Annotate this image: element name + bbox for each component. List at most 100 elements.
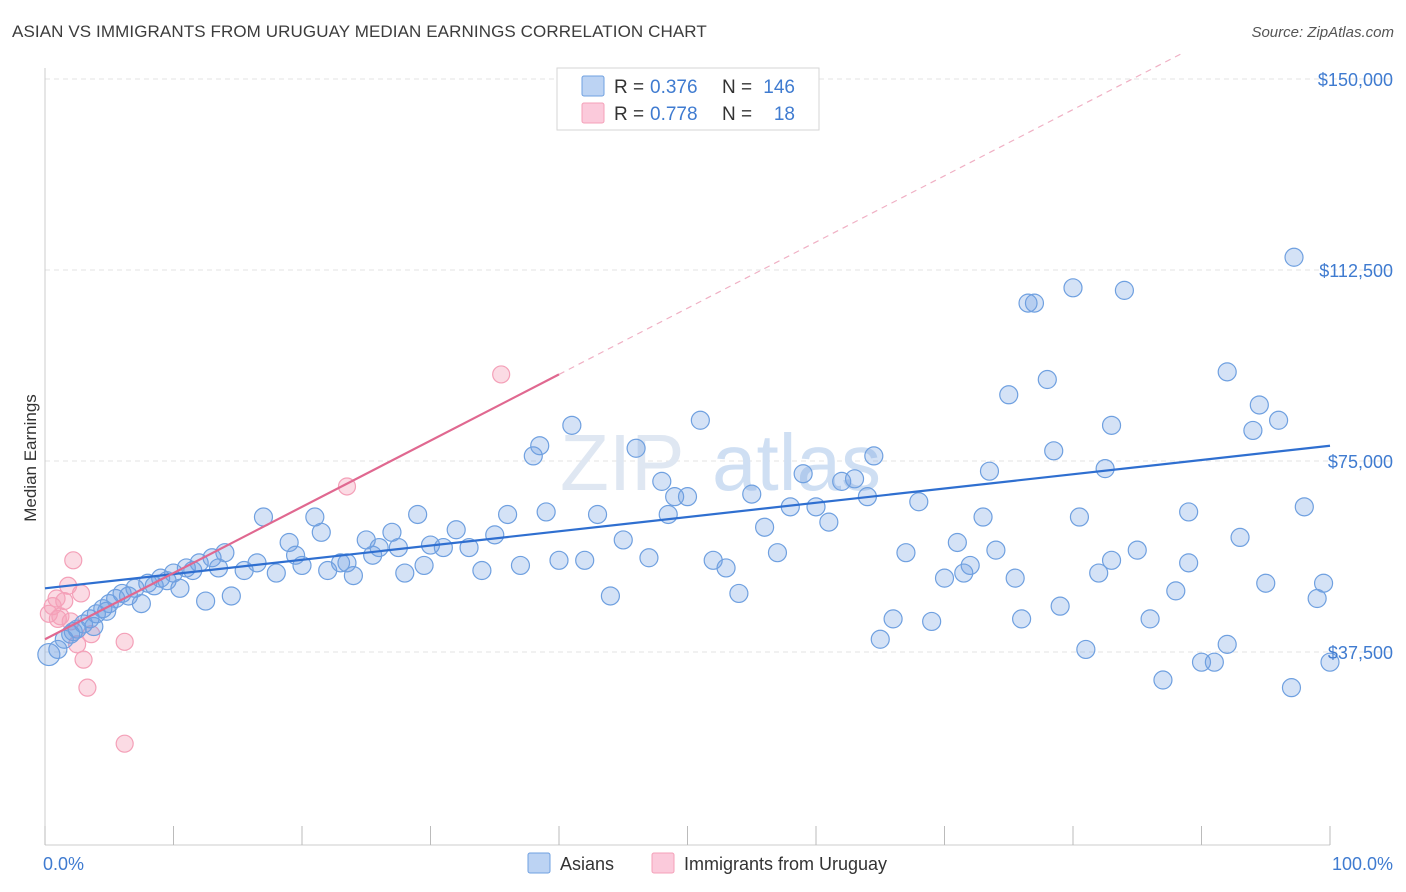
asian-point-103: [1037, 369, 1057, 390]
asian-point-78: [716, 558, 736, 578]
asian-point-57: [472, 560, 492, 581]
legend-uruguay-n-label: N =: [722, 104, 752, 125]
y-tick-label-1: $75,000: [1328, 452, 1393, 472]
uruguay-point-9: [71, 584, 91, 603]
bottom-legend-uruguay-swatch: [651, 852, 675, 874]
asian-point-62: [530, 436, 550, 456]
legend-asian-swatch: [581, 75, 605, 97]
asian-point-61: [523, 446, 543, 466]
asian-point-65: [562, 415, 582, 435]
series-legend: Asians Immigrants from Uruguay: [527, 852, 887, 874]
asian-point-88: [844, 469, 865, 489]
asian-point-42: [330, 553, 351, 573]
watermark: ZIP atlas: [560, 418, 881, 507]
asian-point-100: [999, 385, 1019, 405]
asian-point-109: [1114, 280, 1135, 300]
uruguay-point-7: [64, 551, 83, 570]
uruguay-point-12: [82, 625, 101, 644]
asian-point-91: [883, 609, 903, 629]
asian-point-110: [1127, 540, 1147, 560]
asian-point-131: [1069, 507, 1090, 527]
asian-point-116: [1204, 652, 1224, 672]
asian-point-118: [1230, 527, 1250, 548]
series-uruguay: [39, 365, 511, 753]
asian-point-128: [954, 563, 974, 583]
asian-point-40: [311, 522, 331, 542]
asian-point-71: [639, 548, 659, 568]
asian-point-72: [652, 471, 672, 491]
asian-point-105: [1063, 278, 1083, 298]
asian-point-132: [864, 446, 884, 466]
asian-point-90: [870, 629, 890, 649]
asian-point-98: [973, 507, 993, 527]
asian-point-136: [1313, 573, 1334, 593]
chart-title: ASIAN VS IMMIGRANTS FROM URUGUAY MEDIAN …: [12, 22, 707, 41]
asian-point-101: [1011, 609, 1032, 629]
asian-point-133: [1101, 415, 1122, 435]
asian-point-122: [1281, 678, 1302, 698]
asian-trend-line: [44, 444, 1331, 590]
gridlines: [45, 78, 1395, 653]
uruguay-point-11: [78, 678, 97, 697]
asian-point-102: [1024, 293, 1045, 313]
asian-point-60: [510, 555, 531, 576]
asian-point-106: [1076, 639, 1096, 660]
uruguay-point-4: [55, 591, 74, 611]
asian-point-63: [536, 502, 556, 522]
asian-point-70: [626, 438, 646, 458]
legend-uruguay-r-value: 0.778: [650, 104, 698, 125]
x-tick-labels: 0.0% 100.0%: [43, 854, 1393, 874]
asian-point-123: [1294, 497, 1314, 517]
asian-point-125: [1320, 652, 1340, 672]
asian-point-52: [414, 555, 434, 576]
asian-point-44: [343, 565, 363, 586]
asian-point-66: [575, 550, 595, 570]
asian-point-104: [1050, 596, 1070, 616]
asian-point-97: [960, 555, 980, 576]
uruguay-point-3: [51, 607, 70, 626]
asian-point-93: [909, 492, 929, 512]
uruguay-point-14: [115, 632, 134, 651]
bottom-legend-asian-swatch: [527, 852, 551, 874]
asian-point-50: [395, 563, 415, 583]
asian-point-134: [1179, 553, 1199, 573]
asian-point-21: [84, 616, 104, 637]
legend-asian-n-value: 146: [763, 77, 795, 98]
watermark-zip: ZIP: [560, 418, 684, 507]
asian-point-135: [1217, 362, 1237, 382]
watermark-atlas: atlas: [712, 418, 881, 507]
legend-asian-n-label: N =: [722, 77, 752, 98]
axes: [44, 68, 1331, 846]
legend-asian-r-label: R =: [614, 77, 644, 98]
asian-point-0: [37, 642, 61, 667]
asian-point-85: [806, 497, 826, 517]
legend-uruguay-r-label: R =: [614, 104, 644, 125]
asian-point-31: [221, 586, 241, 606]
asian-point-113: [1166, 581, 1186, 601]
asian-point-84: [793, 464, 813, 484]
uruguay-trend-line: [44, 373, 560, 641]
y-tick-label-0: $37,500: [1328, 643, 1393, 663]
asian-point-96: [947, 532, 967, 553]
asian-point-139: [1249, 395, 1269, 415]
asian-point-69: [613, 530, 633, 550]
asian-point-67: [587, 504, 608, 525]
asian-point-1: [48, 639, 68, 660]
asian-point-35: [266, 563, 286, 583]
asian-point-137: [1018, 293, 1038, 313]
asian-point-138: [1284, 247, 1304, 267]
uruguay-point-16: [492, 365, 511, 384]
asian-point-59: [498, 504, 518, 525]
asian-point-127: [979, 461, 1000, 481]
series-asian: [37, 247, 1340, 698]
asian-point-55: [446, 520, 466, 540]
asian-point-47: [369, 537, 389, 558]
asian-point-99: [986, 540, 1006, 560]
legend-uruguay-n-value: 18: [774, 104, 795, 125]
asian-point-81: [754, 517, 775, 537]
y-axis-label: Median Earnings: [21, 394, 40, 522]
asian-point-51: [408, 504, 428, 525]
asian-point-58: [485, 525, 505, 545]
asian-point-68: [600, 586, 621, 606]
